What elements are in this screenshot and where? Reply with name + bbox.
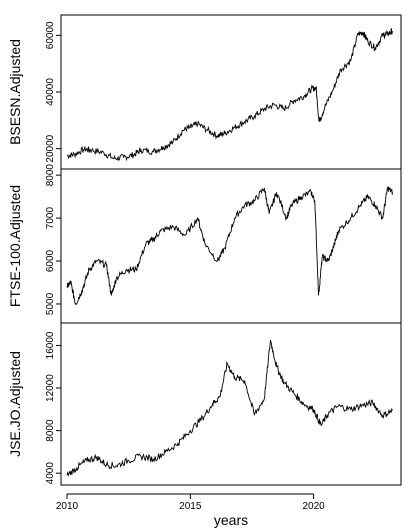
series-line [66,27,393,162]
x-axis: 2010 2015 2020 [56,493,325,512]
y-tick-label: 60000 [45,21,56,49]
chart-panels: 20000 40000 60000 BSESN.Adjusted 5000 6000 700… [7,14,402,486]
y-tick-label: 12000 [45,374,56,402]
y-tick-label: 6000 [45,249,56,272]
panel-y-label: FTSE-100.Adjusted [7,185,23,307]
panel-1: 20000 40000 60000 BSESN.Adjusted [7,14,402,170]
x-axis-title: years [214,512,248,528]
y-tick-label: 40000 [45,78,56,106]
y-tick-label: 8000 [45,419,56,442]
y-tick-label: 8000 [45,164,56,187]
panel-y-label: JSE.JO.Adjusted [7,351,23,457]
series-line [66,186,393,306]
series-line [66,339,393,477]
panel-frame [60,322,402,486]
panel-y-label: BSESN.Adjusted [7,39,23,145]
y-tick-label: 16000 [45,331,56,359]
y-tick-label: 7000 [45,207,56,230]
y-tick-label: 4000 [45,462,56,485]
x-tick-label: 2015 [179,501,202,512]
y-tick-label: 5000 [45,292,56,315]
panel-2: 5000 6000 7000 8000 FTSE-100.Adjusted [7,164,402,324]
x-tick-label: 2010 [56,501,79,512]
panel-3: 4000 8000 12000 16000 JSE.JO.Adjusted [7,322,402,486]
y-tick-label: 20000 [45,134,56,162]
panel-frame [60,168,402,324]
x-tick-label: 2020 [302,501,325,512]
panel-frame [60,14,402,170]
